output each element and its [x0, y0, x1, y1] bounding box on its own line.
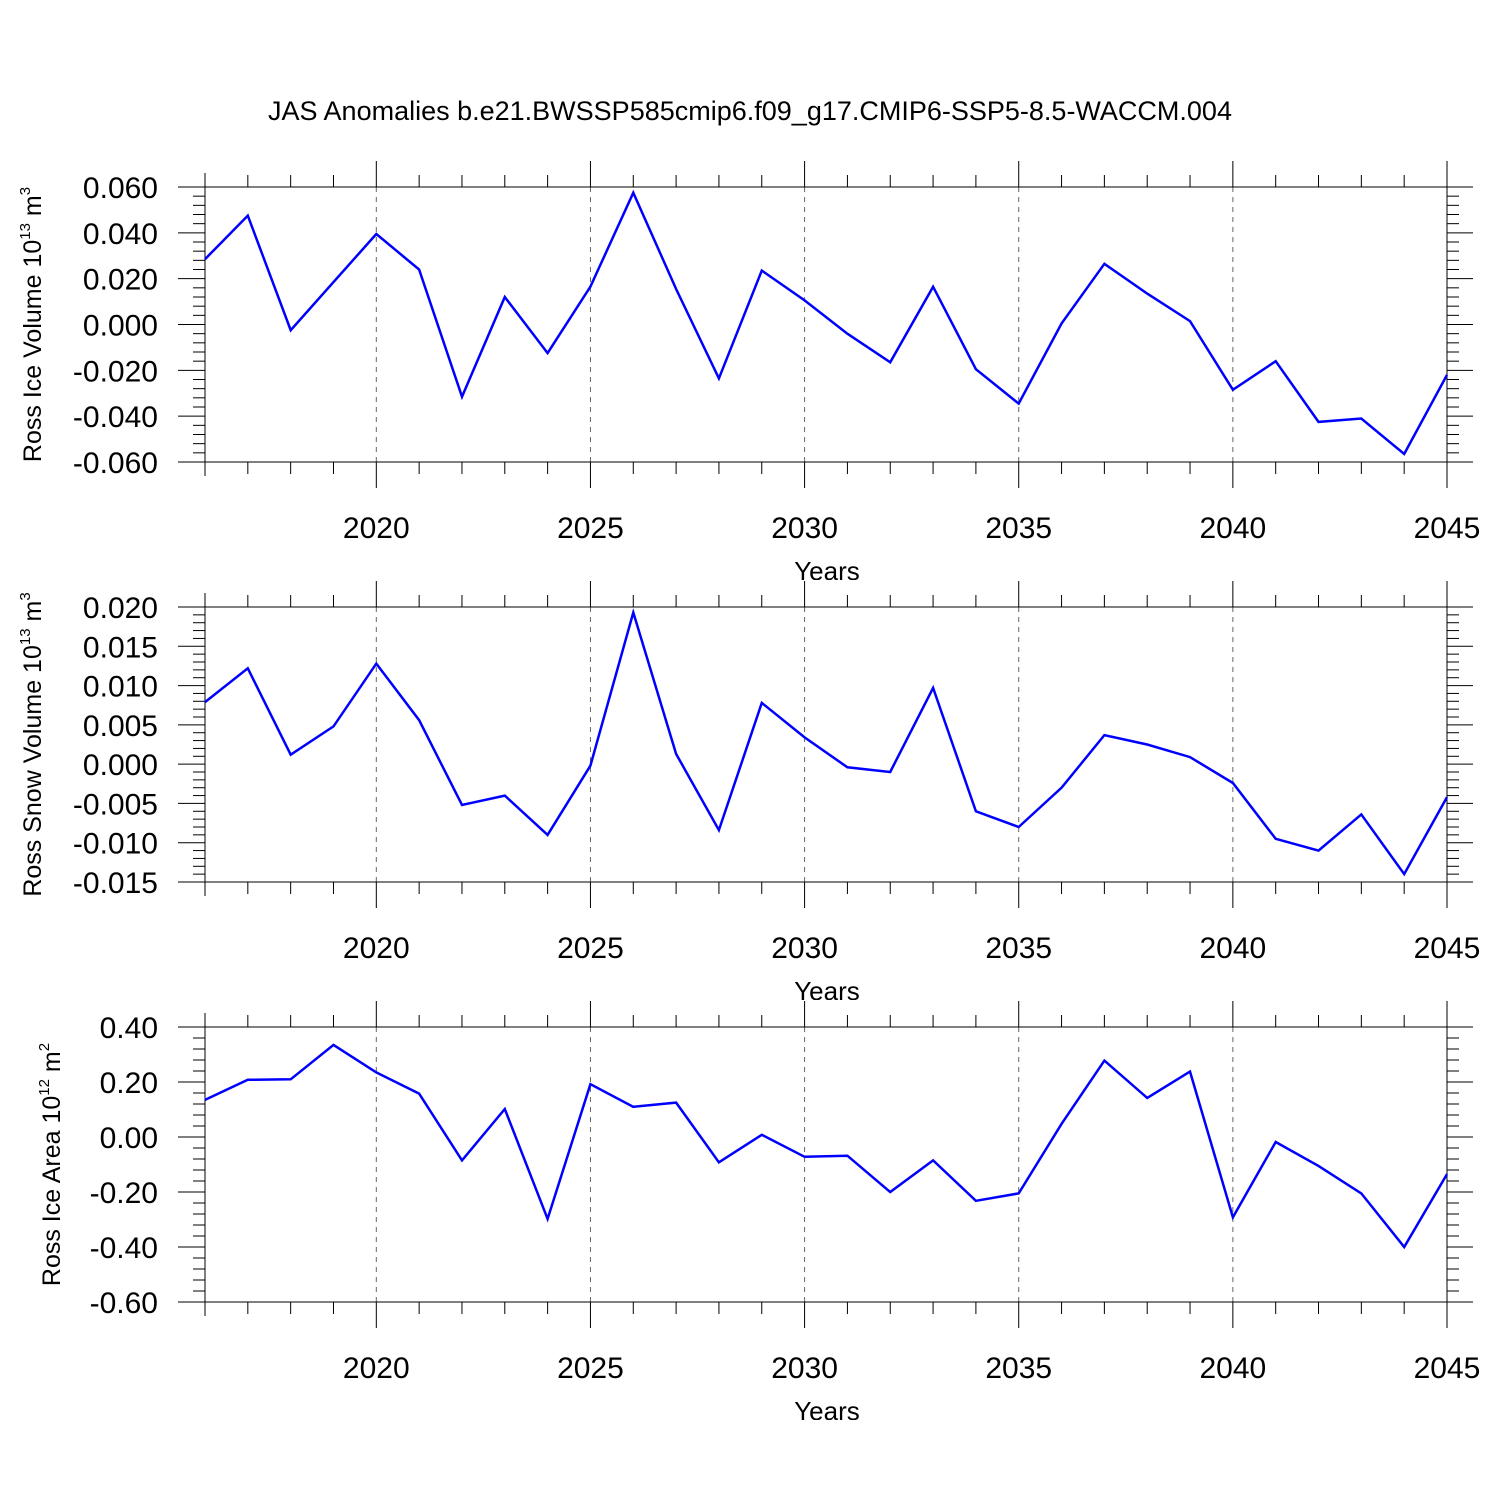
- x-axis-label: Years: [794, 1396, 860, 1420]
- y-axis-label-part: m: [19, 601, 47, 629]
- y-axis-label-part: 13: [17, 628, 34, 645]
- y-axis-label: Ross Ice Volume 1013 m3: [17, 187, 47, 462]
- y-tick-label: -0.60: [90, 1287, 158, 1320]
- y-tick-label: -0.010: [73, 828, 158, 861]
- x-tick-label: 2040: [1199, 512, 1266, 545]
- series-line: [204, 608, 1449, 877]
- y-tick-label: 0.000: [83, 749, 158, 782]
- y-axis-label-part: 3: [17, 592, 34, 600]
- y-tick-label: -0.20: [90, 1177, 158, 1210]
- series-line: [204, 189, 1449, 456]
- y-tick-label: -0.060: [73, 447, 158, 480]
- x-tick-label: 2030: [771, 512, 838, 545]
- x-tick-label: 2035: [985, 512, 1052, 545]
- y-axis-label-part: 2: [36, 1043, 53, 1051]
- figure-title: JAS Anomalies b.e21.BWSSP585cmip6.f09_g1…: [268, 96, 1232, 126]
- y-tick-label: 0.010: [83, 671, 158, 704]
- y-axis-label-part: Ross Snow Volume 10: [19, 645, 47, 897]
- x-tick-label: 2045: [1414, 512, 1481, 545]
- x-axis-label: Years: [794, 976, 860, 1000]
- ice-area-chart: -0.60 -0.40 -0.20 0.00 0.20 0.40 2020 2025 2030 2…: [36, 1001, 1481, 1420]
- y-tick-label: -0.015: [73, 867, 158, 900]
- y-axis-label: Ross Snow Volume 1013 m3: [17, 592, 47, 896]
- y-axis-label-part: m: [38, 1051, 66, 1079]
- y-tick-label: -0.40: [90, 1232, 158, 1265]
- y-tick-label: 0.000: [83, 310, 158, 343]
- y-tick-label: -0.040: [73, 401, 158, 434]
- x-tick-label: 2035: [985, 1352, 1052, 1385]
- y-tick-label: 0.015: [83, 631, 158, 664]
- x-axis-label: Years: [794, 556, 860, 580]
- x-tick-label: 2020: [343, 1352, 410, 1385]
- y-tick-label: -0.020: [73, 355, 158, 388]
- y-axis-label-part: 3: [17, 187, 34, 195]
- y-tick-label: 0.020: [83, 592, 158, 625]
- y-tick-label: 0.060: [83, 172, 158, 205]
- x-tick-label: 2025: [557, 932, 624, 965]
- y-axis-label-part: Ross Ice Volume 10: [19, 240, 47, 462]
- x-tick-label: 2045: [1414, 932, 1481, 965]
- y-tick-label: -0.005: [73, 788, 158, 821]
- y-tick-label: 0.20: [100, 1067, 158, 1100]
- y-axis-label-part: m: [19, 195, 47, 223]
- ice-volume-chart: -0.060 -0.040 -0.020 0.000 0.020 0.040 0.060 20…: [17, 161, 1481, 580]
- y-tick-label: 0.00: [100, 1122, 158, 1155]
- x-tick-label: 2025: [557, 1352, 624, 1385]
- x-tick-label: 2035: [985, 932, 1052, 965]
- y-tick-label: 0.020: [83, 264, 158, 297]
- x-tick-label: 2040: [1199, 932, 1266, 965]
- y-tick-label: 0.005: [83, 710, 158, 743]
- x-tick-label: 2040: [1199, 1352, 1266, 1385]
- y-axis-label-part: Ross Ice Area 10: [38, 1096, 66, 1286]
- y-axis-label: Ross Ice Area 1012 m2: [36, 1043, 66, 1286]
- y-axis-label-part: 12: [36, 1079, 53, 1096]
- series-line: [204, 1043, 1449, 1250]
- x-tick-label: 2025: [557, 512, 624, 545]
- x-tick-label: 2030: [771, 1352, 838, 1385]
- x-tick-label: 2020: [343, 932, 410, 965]
- y-tick-label: 0.040: [83, 218, 158, 251]
- x-tick-label: 2045: [1414, 1352, 1481, 1385]
- x-tick-label: 2020: [343, 512, 410, 545]
- x-tick-label: 2030: [771, 932, 838, 965]
- y-axis-label-part: 13: [17, 223, 34, 240]
- snow-volume-chart: -0.015 -0.010 -0.005 0.000 0.005 0.010 0.015 0.…: [17, 581, 1481, 1000]
- y-tick-label: 0.40: [100, 1012, 158, 1045]
